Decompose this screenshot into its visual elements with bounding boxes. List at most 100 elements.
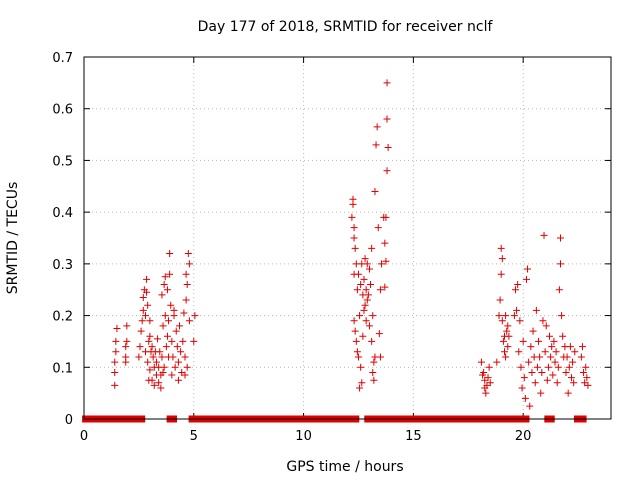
data-point: [565, 363, 573, 371]
data-point: [477, 358, 485, 366]
data-point: [570, 379, 578, 387]
data-point: [180, 309, 188, 317]
data-point: [539, 317, 547, 325]
data-point: [515, 348, 523, 356]
data-point: [190, 337, 198, 345]
data-point: [170, 306, 178, 314]
data-point: [537, 389, 545, 397]
data-point: [563, 353, 571, 361]
data-point: [365, 265, 373, 273]
data-point: [383, 167, 391, 175]
data-point: [350, 224, 358, 232]
data-point: [382, 213, 390, 221]
data-point: [564, 389, 572, 397]
data-point: [135, 353, 143, 361]
data-point: [569, 358, 577, 366]
data-point: [543, 376, 551, 384]
data-point: [584, 381, 592, 389]
data-point: [544, 363, 552, 371]
data-point: [146, 317, 154, 325]
data-point: [141, 312, 149, 320]
data-point: [159, 368, 167, 376]
y-tick-label: 0.2: [52, 310, 73, 325]
data-point: [182, 296, 190, 304]
data-point: [375, 330, 383, 338]
data-point: [371, 187, 379, 195]
data-point: [527, 343, 535, 351]
data-point: [144, 358, 152, 366]
data-point: [536, 353, 544, 361]
data-point: [547, 353, 555, 361]
data-point: [156, 348, 164, 356]
x-tick-label: 5: [190, 429, 198, 444]
data-point: [143, 275, 151, 283]
data-point: [383, 115, 391, 123]
data-point: [498, 317, 506, 325]
data-point: [358, 379, 366, 387]
data-point: [161, 273, 169, 281]
x-tick-label: 0: [80, 429, 88, 444]
data-point: [357, 281, 365, 289]
y-tick-label: 0.7: [52, 51, 73, 66]
data-point: [176, 322, 184, 330]
data-point: [502, 312, 510, 320]
y-tick-label: 0: [65, 413, 73, 428]
data-point: [541, 348, 549, 356]
data-point: [182, 270, 190, 278]
data-point: [374, 224, 382, 232]
data-point: [520, 374, 528, 382]
data-point: [566, 343, 574, 351]
data-point: [144, 301, 152, 309]
data-point: [554, 363, 562, 371]
data-point: [183, 281, 191, 289]
data-point: [161, 312, 169, 320]
data-point: [350, 234, 358, 242]
y-tick-label: 0.6: [52, 103, 73, 118]
data-point: [550, 337, 558, 345]
data-point: [567, 374, 575, 382]
tick-labels: 0 5 10 15 20 0 0.1 0.2 0.3 0.4 0.5 0.6 0.7: [52, 51, 531, 444]
grid: [84, 57, 611, 419]
data-point: [552, 348, 560, 356]
data-point: [503, 327, 511, 335]
data-point: [181, 371, 189, 379]
data-point: [362, 286, 370, 294]
data-point: [496, 296, 504, 304]
data-point: [517, 363, 525, 371]
data-point: [168, 337, 176, 345]
data-point: [546, 332, 554, 340]
data-point: [559, 332, 567, 340]
data-point: [111, 368, 119, 376]
data-point: [372, 141, 380, 149]
data-point: [525, 358, 533, 366]
data-point: [159, 322, 167, 330]
data-point: [577, 353, 585, 361]
data-point: [123, 337, 131, 345]
data-points: [82, 79, 592, 423]
data-point: [356, 312, 364, 320]
data-point: [383, 79, 391, 87]
data-point: [148, 376, 156, 384]
data-point: [542, 322, 550, 330]
data-point: [363, 260, 371, 268]
data-point: [376, 286, 384, 294]
data-point: [558, 312, 566, 320]
data-point: [160, 363, 168, 371]
data-point: [165, 317, 173, 325]
data-point: [580, 368, 588, 376]
data-point: [111, 358, 119, 366]
data-point: [376, 353, 384, 361]
data-point: [185, 317, 193, 325]
data-point: [348, 213, 356, 221]
data-point: [363, 296, 371, 304]
data-point: [555, 286, 563, 294]
data-point: [174, 358, 182, 366]
data-point: [169, 353, 177, 361]
data-point: [146, 366, 154, 374]
data-point: [177, 348, 185, 356]
data-point: [548, 343, 556, 351]
data-point: [484, 374, 492, 382]
data-point: [145, 337, 153, 345]
data-point: [526, 402, 534, 410]
ticks: [83, 56, 611, 420]
